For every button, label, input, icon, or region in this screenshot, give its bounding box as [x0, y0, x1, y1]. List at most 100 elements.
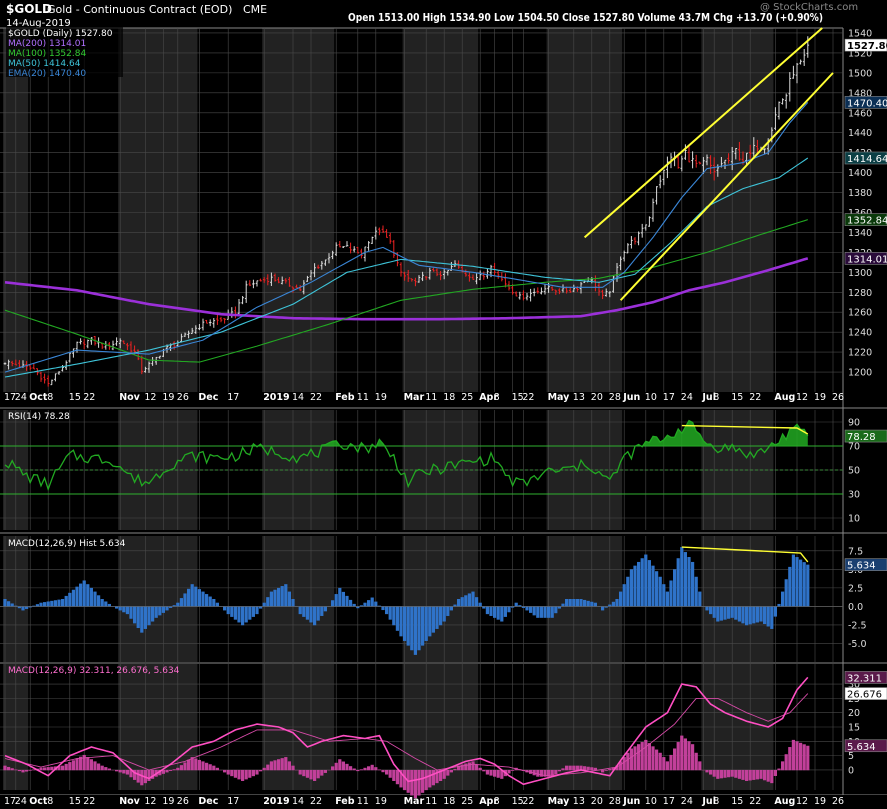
macd-histogram-bar	[687, 557, 691, 607]
macd-panel-hist-bar	[575, 765, 579, 771]
macd-histogram-bar	[799, 559, 803, 607]
macd-histogram-bar	[197, 589, 201, 607]
macd-panel-hist-bar	[244, 769, 248, 780]
x-tick-label: 24	[15, 796, 27, 807]
ma100-tag-bg	[844, 213, 887, 226]
macd-histogram-bar	[647, 560, 651, 607]
x-tick-label: 8	[713, 392, 719, 403]
macd-panel-hist-bar	[583, 766, 587, 771]
macd-panel-hist-bar	[215, 767, 219, 771]
macd-histogram-bar	[435, 606, 439, 629]
macd-histogram-bar	[579, 599, 583, 607]
macd-histogram-bar	[244, 606, 248, 623]
macd-histogram-bar	[64, 595, 68, 607]
macd-histogram-bar	[424, 606, 428, 641]
macd-histogram-bar	[399, 606, 403, 637]
x-tick-label: 22	[83, 392, 95, 403]
macd-panel-hist-bar	[118, 769, 122, 773]
macd-panel-hist-bar	[331, 766, 335, 771]
macd-panel-hist-bar	[262, 767, 266, 771]
rsi-divergence-line	[681, 424, 809, 435]
macd-histogram-bar	[190, 584, 194, 607]
macd-panel-hist-bar	[341, 761, 345, 771]
macd-histogram-bar	[356, 606, 360, 609]
macd-panel-hist-bar	[755, 769, 759, 780]
macd-panel-hist-bar	[183, 762, 187, 771]
macd-histogram-bar	[129, 606, 133, 619]
macd-panel-hist-bar	[313, 769, 317, 781]
x-tick-label: Nov	[119, 392, 140, 403]
macd-panel-hist-bar	[233, 769, 237, 778]
macd-panel-hist-bar	[71, 760, 75, 771]
macd-histogram-bar	[637, 561, 641, 607]
macd-histogram-bar	[709, 606, 713, 615]
macd-panel-hist-bar	[125, 769, 129, 775]
macd-histogram-bar	[100, 599, 104, 607]
macd-histogram-bar	[683, 552, 687, 607]
x-tick-label: Jul	[701, 796, 716, 807]
macd-panel-hist-bar	[158, 769, 162, 776]
macd-histogram-bar	[17, 606, 21, 609]
macd-panel-hist-bar	[651, 746, 655, 771]
macd-histogram-bar	[367, 600, 371, 607]
x-tick-label: 15	[69, 796, 81, 807]
x-tick-label: 12	[144, 796, 156, 807]
macd-panel-hist-bar	[727, 769, 731, 778]
macd-panel-hist-bar	[543, 769, 547, 777]
macd-histogram-bar	[755, 606, 759, 623]
macd-histogram-bar	[561, 603, 565, 607]
macd-histogram-bar	[259, 606, 263, 609]
macd-panel-hist-bar	[669, 754, 673, 771]
macd-panel-hist-bar	[759, 769, 763, 779]
month-band	[546, 28, 623, 392]
x-tick-label: 26	[177, 392, 189, 403]
macd-panel-hist-bar	[489, 769, 493, 776]
x-tick-label: 10	[645, 392, 657, 403]
x-tick-label: 15	[512, 796, 524, 807]
month-band	[701, 536, 774, 662]
x-tick-label: 25	[461, 392, 473, 403]
macd-panel-hist-bar	[424, 769, 428, 791]
y-tick-label: 30	[848, 490, 860, 501]
macd-panel-hist-bar	[665, 761, 669, 771]
macd-panel-hist-bar	[190, 757, 194, 771]
macd-panel-hist-bar	[705, 769, 709, 773]
macd-histogram-bar	[622, 584, 626, 607]
price-last-tag: 1527.80	[847, 41, 887, 52]
macd-histogram-bar	[417, 606, 421, 651]
macd-histogram-bar	[619, 591, 623, 607]
macd-histogram-bar	[413, 606, 417, 655]
macd-panel-hist-bar	[766, 769, 770, 782]
macd-panel-hist-bar	[187, 759, 191, 771]
macd-panel-hist-bar	[151, 769, 155, 779]
y-tick-label: 20	[848, 708, 860, 719]
y-tick-label: 1520	[848, 48, 872, 59]
macd-panel-hist-bar	[100, 765, 104, 771]
x-tick-label: 12	[796, 392, 808, 403]
y-tick-label: 0	[848, 765, 854, 776]
x-tick-label: Jun	[622, 392, 640, 403]
macd-panel-hist-bar	[619, 761, 623, 771]
macd-panel-hist-bar	[25, 769, 29, 772]
macd-histogram-bar	[471, 591, 475, 607]
macd-histogram-bar	[97, 595, 101, 607]
macd-panel-hist-bar	[629, 748, 633, 771]
x-tick-label: 12	[144, 392, 156, 403]
ma50-line	[4, 157, 809, 378]
macd-histogram-bar	[428, 606, 432, 637]
macd-panel-hist-bar	[241, 769, 245, 781]
macd-panel-hist-bar	[421, 769, 425, 793]
rsi-last-tag: 78.28	[847, 432, 876, 443]
macd-panel-hist-bar	[507, 769, 511, 774]
macd-panel-hist-bar	[97, 763, 101, 771]
macd-panel-hist-bar	[615, 765, 619, 771]
macd-histogram-bar	[763, 606, 767, 625]
macd-histogram-bar	[478, 602, 482, 607]
macd-panel-hist-bar	[532, 769, 536, 776]
macd-panel-hist-bar	[694, 752, 698, 771]
macd-panel-hist-bar	[68, 762, 72, 771]
macd-panel-hist-bar	[140, 769, 144, 786]
macd-histogram-bar	[147, 606, 151, 626]
x-tick-label: 24	[681, 392, 693, 403]
macd-histogram-bar	[28, 606, 32, 608]
